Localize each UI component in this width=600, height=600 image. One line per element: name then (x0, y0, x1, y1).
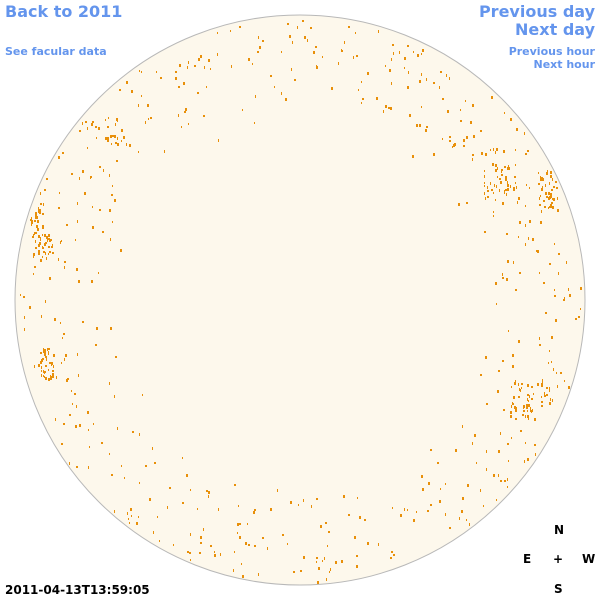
compass-north-label: N (554, 523, 565, 537)
compass-center-mark: + (553, 552, 564, 566)
compass-east-label: E (523, 552, 532, 566)
back-to-year-link[interactable]: Back to 2011 (5, 2, 123, 21)
solar-disk (14, 14, 586, 586)
compass-south-label: S (554, 582, 563, 596)
facular-markings (20, 20, 582, 584)
next-hour-link[interactable]: Next hour (533, 58, 596, 71)
see-facular-data-link[interactable]: See facular data (5, 45, 107, 58)
previous-hour-link[interactable]: Previous hour (508, 45, 595, 58)
observation-timestamp: 2011-04-13T13:59:05 (5, 583, 150, 597)
compass-west-label: W (582, 552, 596, 566)
previous-day-link[interactable]: Previous day (478, 2, 595, 21)
next-day-link[interactable]: Next day (515, 20, 595, 39)
